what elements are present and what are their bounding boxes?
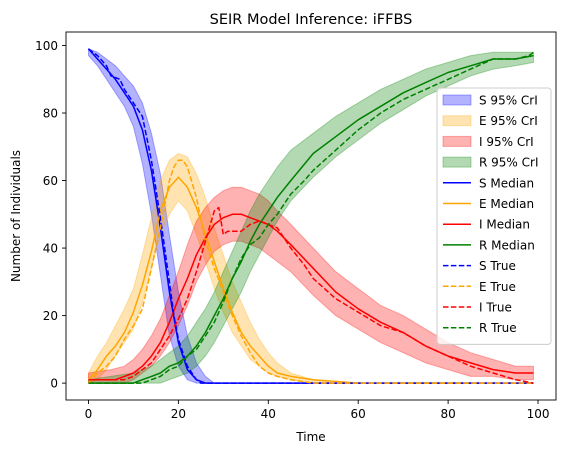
legend-item-r-95-cri: R 95% CrI (442, 156, 539, 170)
legend-label: S 95% CrI (479, 94, 538, 108)
line-s-true (88, 48, 534, 384)
legend-item-i-true: I True (443, 301, 512, 315)
legend-item-s-true: S True (443, 259, 516, 273)
line-i-true (88, 206, 534, 384)
x-tick-label: 20 (171, 407, 186, 421)
legend-item-r-median: R Median (443, 238, 535, 252)
legend-label: I 95% CrI (479, 135, 534, 149)
x-tick-label: 60 (351, 407, 366, 421)
chart-title: SEIR Model Inference: iFFBS (210, 12, 413, 28)
plot-frame (65, 31, 557, 401)
legend-box (436, 87, 552, 345)
legend-item-e-95-cri: E 95% CrI (442, 114, 538, 128)
legend: S 95% CrI E 95% CrI I 95% CrI R 95% CrI S Me… (436, 87, 552, 345)
legend-label: R 95% CrI (479, 156, 539, 170)
legend-swatch (442, 94, 472, 106)
legend-label: R True (479, 321, 517, 335)
x-axis-label: Time (295, 430, 325, 444)
x-tick-label: 80 (440, 407, 455, 421)
legend-swatch (442, 115, 472, 127)
line-r-median (88, 54, 534, 384)
legend-item-r-true: R True (443, 321, 517, 335)
x-tick-label: 100 (527, 407, 550, 421)
line-e-true (87, 159, 534, 384)
y-axis-label: Number of Individuals (9, 150, 23, 282)
legend-label: R Median (479, 238, 535, 252)
band-i-95-cri (88, 186, 534, 384)
y-tick-label: 60 (43, 174, 58, 188)
legend-item-s-median: S Median (443, 176, 534, 190)
legend-label: E 95% CrI (479, 114, 538, 128)
legend-label: I True (479, 301, 512, 315)
legend-label: I Median (479, 218, 530, 232)
line-e-median (87, 176, 534, 384)
x-tick-label: 0 (85, 407, 93, 421)
legend-label: E True (479, 280, 516, 294)
line-r-true (88, 51, 534, 384)
legend-swatch (442, 135, 472, 147)
legend-label: S Median (479, 176, 534, 190)
x-axis-ticks: 0 20 40 60 80 100 (85, 400, 550, 421)
legend-item-s-95-cri: S 95% CrI (442, 94, 538, 108)
legend-label: S True (479, 259, 516, 273)
y-tick-label: 80 (43, 107, 58, 121)
legend-label: E Median (479, 197, 534, 211)
legend-item-e-median: E Median (443, 197, 534, 211)
legend-item-i-median: I Median (443, 218, 530, 232)
series-lines (87, 48, 534, 384)
y-axis-ticks: 0 20 40 60 80 100 (35, 39, 66, 391)
legend-item-i-95-cri: I 95% CrI (442, 135, 534, 149)
legend-item-e-true: E True (443, 280, 516, 294)
y-tick-label: 20 (43, 309, 58, 323)
y-tick-label: 0 (50, 377, 58, 391)
x-tick-label: 40 (261, 407, 276, 421)
y-tick-label: 40 (43, 242, 58, 256)
legend-swatch (442, 156, 472, 168)
y-tick-label: 100 (35, 39, 58, 53)
band-r-95-cri (88, 51, 534, 384)
